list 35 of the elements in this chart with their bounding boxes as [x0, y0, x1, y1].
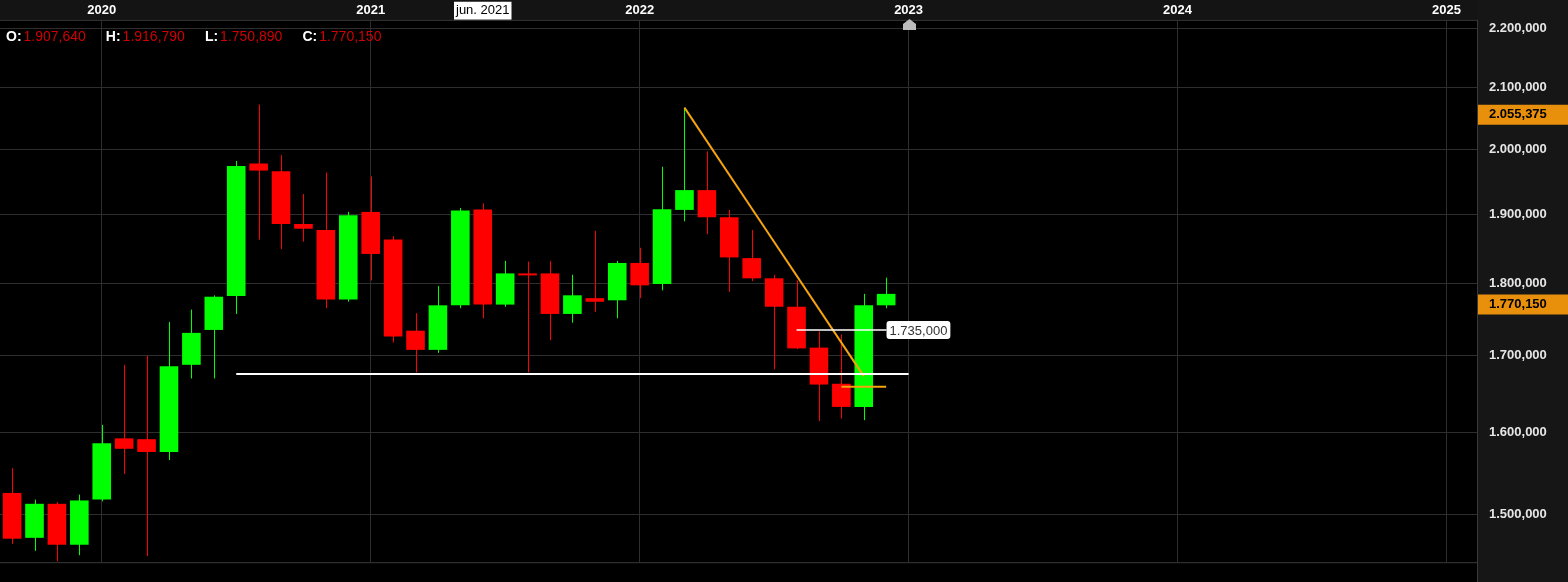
- annotation: O:1.907,640: [6, 27, 87, 44]
- annotation: 1.735,000: [889, 322, 948, 338]
- candlestick: [585, 230, 605, 313]
- candlestick: [294, 193, 313, 243]
- x-tick-label: 2022: [625, 1, 655, 17]
- y-tick-label: 2.200,000: [1489, 20, 1547, 36]
- candlestick: [249, 104, 268, 241]
- candlestick: [675, 107, 694, 222]
- candlestick: [832, 333, 851, 420]
- annotation: H:1.916,790: [105, 27, 186, 44]
- candlestick: [563, 274, 582, 324]
- candlestick: [114, 364, 134, 475]
- x-tick-label: 2020: [87, 1, 117, 17]
- x-tick-label: 2021: [356, 1, 386, 17]
- candlestick: [742, 229, 761, 282]
- candlestick: [406, 312, 425, 373]
- y-tick-label: 2.100,000: [1489, 79, 1547, 95]
- candlestick: [630, 247, 649, 299]
- x-tick-label: 2023: [894, 1, 924, 17]
- x-tick-label: 2024: [1163, 1, 1193, 17]
- y-tick-label: 1.500,000: [1489, 506, 1547, 522]
- x-tick-label: 2025: [1432, 1, 1461, 17]
- y-tick-label: 1.700,000: [1489, 347, 1547, 363]
- candlestick: [876, 277, 896, 309]
- x-tick-label: jun. 2021: [455, 1, 510, 17]
- candlestick: [518, 261, 537, 373]
- y-tick-label: 2.055,375: [1489, 106, 1547, 122]
- y-tick-label: 1.800,000: [1489, 274, 1547, 290]
- y-tick-label: 2.000,000: [1489, 141, 1547, 157]
- candlestick: [137, 355, 156, 557]
- annotation: C:1.770,150: [302, 27, 382, 44]
- y-tick-label: 1.900,000: [1489, 206, 1547, 222]
- y-tick-label: 1.770,150: [1489, 296, 1547, 312]
- y-tick-label: 1.600,000: [1489, 424, 1547, 440]
- annotation: L:1.750,890: [204, 27, 283, 44]
